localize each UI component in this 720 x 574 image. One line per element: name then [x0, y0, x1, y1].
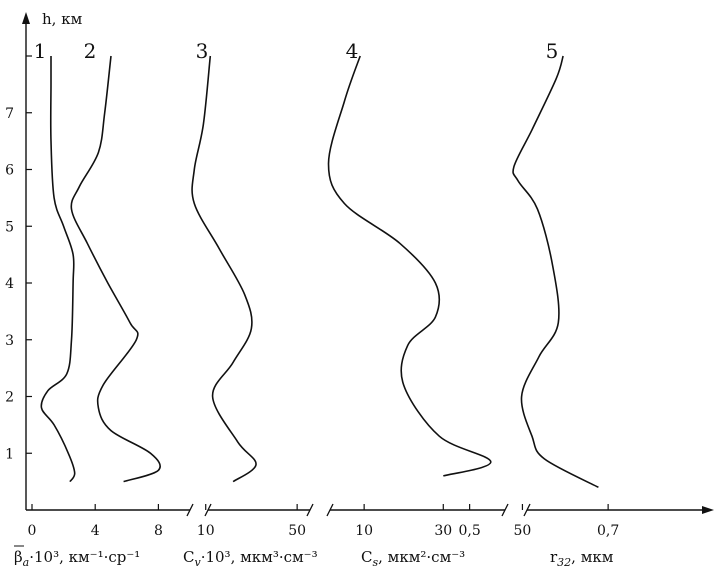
y-tick-label: 1 [5, 446, 14, 462]
x-tick-label: 30 [434, 523, 452, 539]
axis-break-mark [186, 503, 194, 517]
x-tick-label: 50 [288, 523, 306, 539]
curve-label-5: 5 [546, 39, 559, 63]
x-tick-label: 10 [197, 523, 215, 539]
data-curves [40, 55, 599, 489]
y-tick-label: 4 [5, 276, 14, 292]
axis-break-mark [204, 503, 212, 517]
x-axis-label-3: Cv·10³, мкм³·см⁻³ [183, 548, 318, 569]
y-axis-ticks: 1 2 3 4 5 6 7 [5, 55, 32, 462]
curve-5 [512, 55, 599, 489]
y-tick-label: 6 [5, 163, 14, 179]
axis-break-gap [190, 504, 208, 516]
x-tick-label: 0,7 [597, 523, 619, 539]
x-axis-arrow [702, 506, 714, 514]
y-axis-arrow [22, 12, 30, 24]
x-axis-ticks: 0 4 8 10 50 10 30 50 0,5 0,7 [28, 504, 619, 539]
x-tick-label: 0 [28, 523, 37, 539]
x-tick-label: 50 [514, 523, 532, 539]
axis-break-mark [306, 503, 314, 517]
axis-break-gap [505, 504, 527, 516]
x-tick-label: 4 [91, 523, 100, 539]
axis-break-mark [501, 503, 509, 517]
axis-break-mark [326, 503, 334, 517]
curve-label-4: 4 [346, 39, 359, 63]
y-axis-label: h, км [42, 10, 83, 28]
curve-label-2: 2 [84, 39, 97, 63]
x-axis-label-4: Cs, мкм²·см⁻³ [361, 548, 465, 569]
x-tick-label: 10 [355, 523, 373, 539]
curve-4 [327, 55, 492, 477]
chart-axes [22, 12, 714, 517]
axis-break-gap [310, 504, 330, 516]
axis-break-mark [523, 503, 531, 517]
y-tick-label: 2 [5, 390, 14, 406]
curve-3 [191, 55, 257, 483]
x-axis-label-5: r32, мкм [550, 548, 614, 569]
curve-label-3: 3 [196, 39, 209, 63]
curve-1 [40, 56, 76, 483]
y-tick-label: 7 [5, 106, 14, 122]
axis-labels: 1 βa·10³, км⁻¹·ср⁻¹ 2 3 Cv·10³, мкм³·см⁻³ 4 Cs… [14, 39, 614, 569]
curve-2 [70, 55, 161, 483]
x-tick-label: 8 [154, 523, 163, 539]
y-tick-label: 5 [5, 219, 14, 235]
x-axis-label-1: βa·10³, км⁻¹·ср⁻¹ [14, 548, 140, 569]
curve-label-1: 1 [34, 39, 47, 63]
x-tick-label: 0,5 [458, 523, 480, 539]
y-tick-label: 3 [5, 333, 14, 349]
